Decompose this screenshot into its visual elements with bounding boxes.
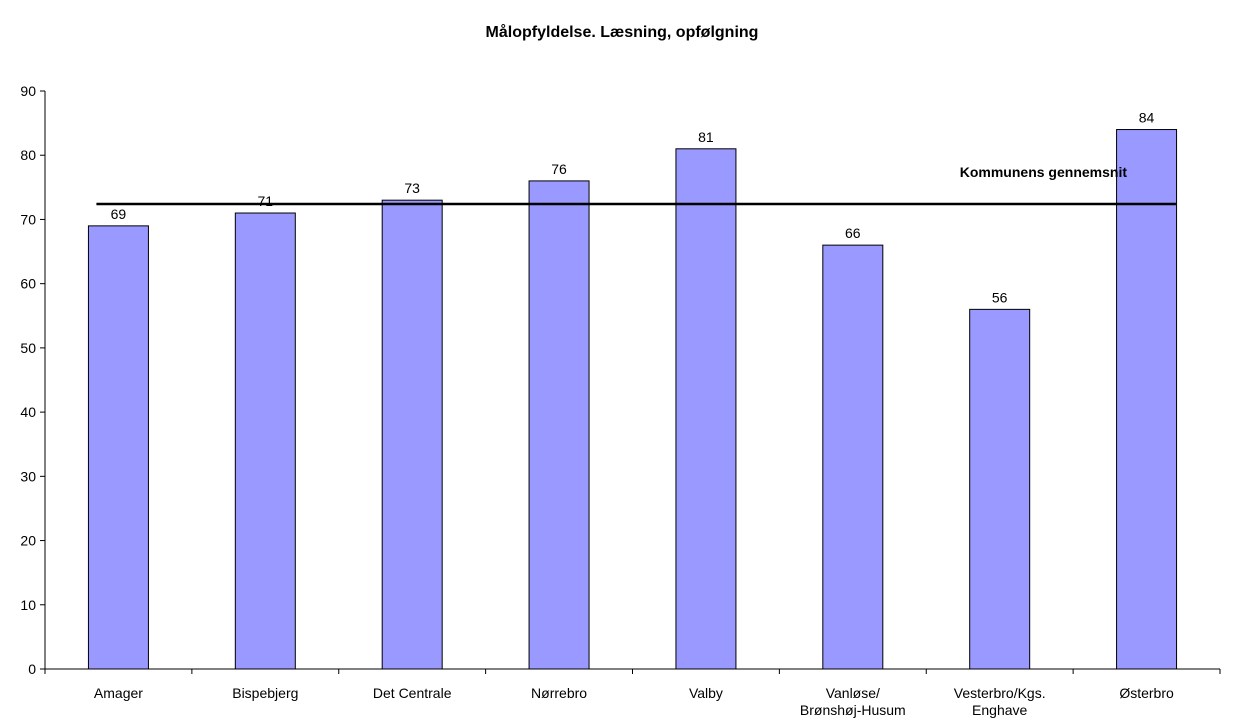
data-label: 84 [1139,110,1155,126]
bar [969,308,1031,670]
y-tick-label: 40 [20,404,36,420]
bar [1116,129,1178,670]
y-tick-label: 30 [20,468,36,484]
chart-title: Målopfyldelse. Læsning, opfølgning [486,23,759,41]
y-tick-label: 0 [28,661,36,677]
y-tick-label: 10 [20,597,36,613]
x-tick-label: Valby [689,685,723,701]
bar [675,148,737,670]
x-tick-label: Vanløse/Brønshøj-Husum [800,685,906,718]
x-tick-label: Amager [94,685,143,701]
x-tick-label: Det Centrale [373,685,452,701]
y-tick-label: 70 [20,211,36,227]
data-label: 81 [698,129,714,145]
y-tick-label: 80 [20,147,36,163]
x-tick-label: Bispebjerg [232,685,298,701]
y-tick-label: 20 [20,533,36,549]
data-label: 73 [404,180,420,196]
bar [528,180,590,670]
y-tick-label: 50 [20,340,36,356]
bar [381,199,443,670]
bar [822,244,884,670]
x-tick-label: Nørrebro [531,685,587,701]
bar [234,212,296,670]
data-label: 56 [992,289,1008,305]
data-label: 69 [111,206,127,222]
bar [87,225,149,670]
reference-label: Kommunens gennemsnit [960,164,1128,180]
y-tick-label: 60 [20,276,36,292]
x-tick-label: Vesterbro/Kgs. Enghave [954,685,1046,718]
y-tick-label: 90 [20,83,36,99]
data-label: 66 [845,225,861,241]
x-tick-label: Østerbro [1119,685,1174,701]
data-label: 76 [551,161,567,177]
data-label: 71 [258,193,274,209]
